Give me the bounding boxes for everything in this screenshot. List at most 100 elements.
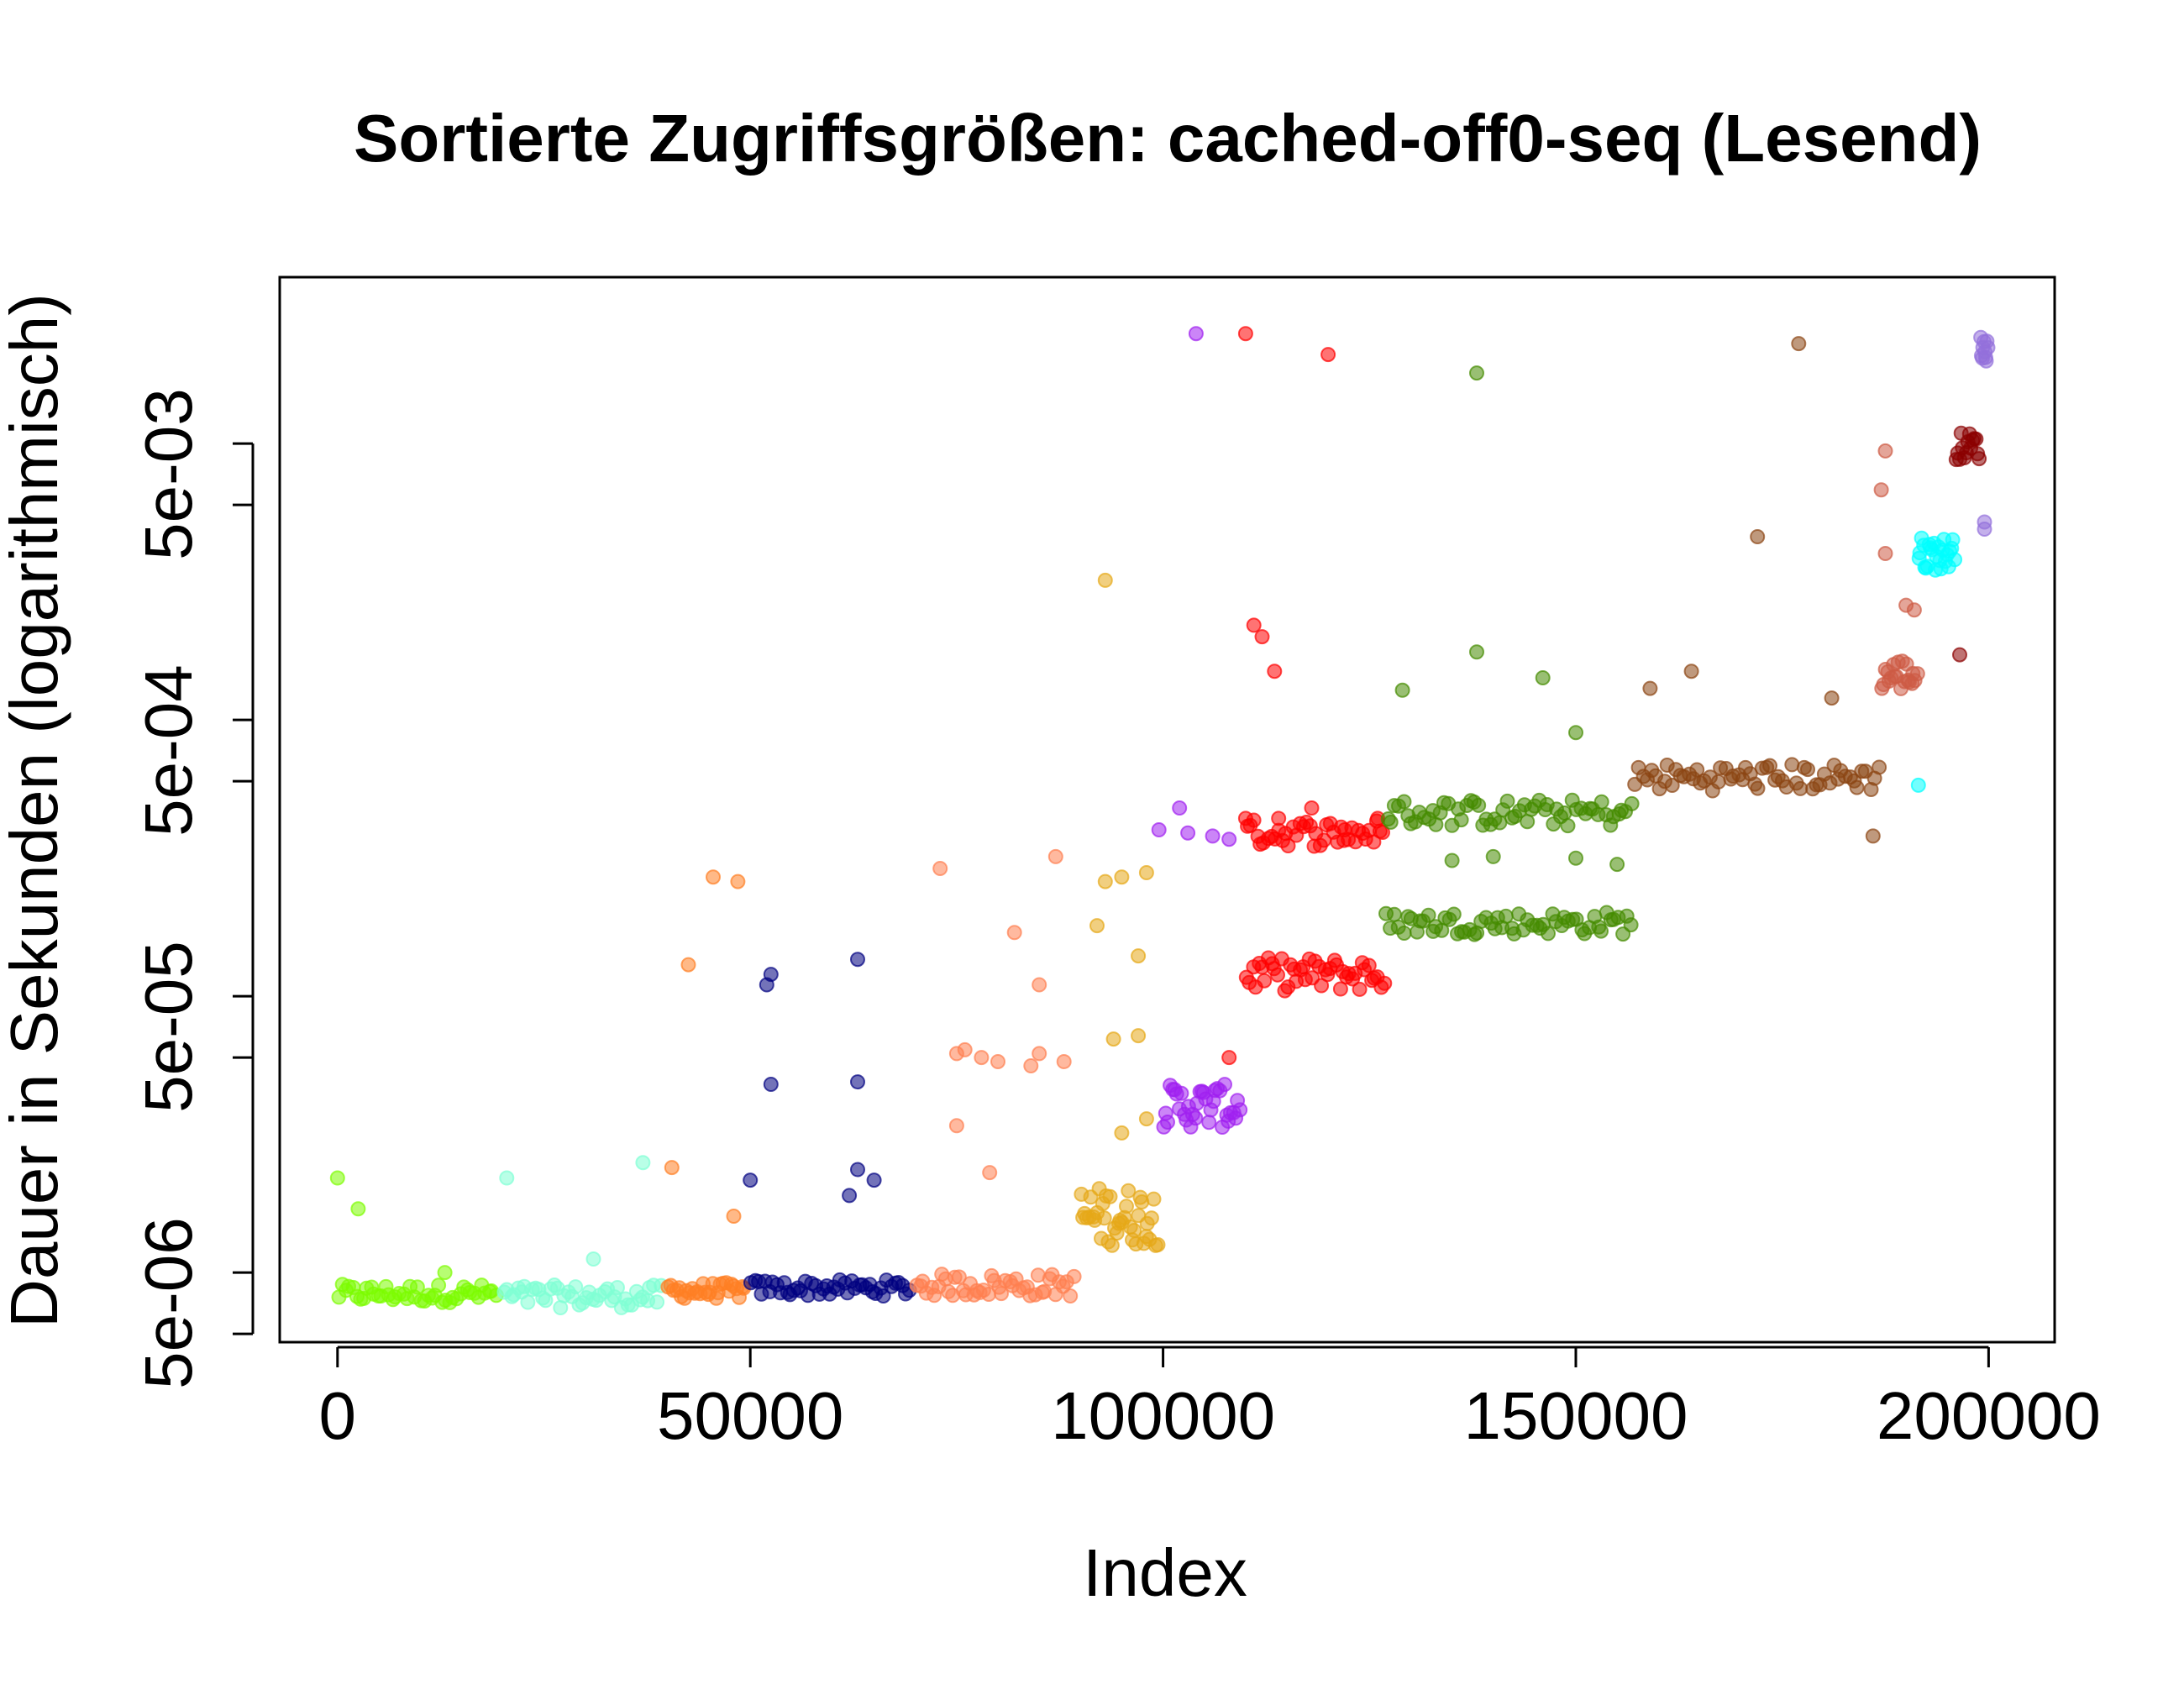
data-point [1499,793,1515,809]
y-axis-label: Dauer in Sekunden (logarithmisch) [0,293,71,1328]
data-point [1793,780,1809,796]
series-16 [1973,329,1996,537]
data-point [1453,812,1469,828]
data-point [1173,1085,1189,1101]
series-10 [1378,365,1639,942]
data-point [1361,957,1377,973]
plot-frame [278,275,2056,1344]
outlier-point [1683,664,1699,679]
x-tick-label: 50000 [657,1378,843,1453]
outlier-point [1873,482,1889,498]
x-axis: 0 50000 100000 150000 200000 [319,1346,2101,1453]
data-point [1280,838,1296,853]
data-point [1593,923,1609,939]
series-3 [660,869,752,1306]
outlier-point [1320,347,1336,363]
outlier-point [1469,644,1484,660]
data-point [1096,1210,1112,1226]
outlier-point [1237,326,1253,342]
outlier-point [664,1160,680,1176]
outlier-point [437,1265,453,1281]
series-8 [1221,326,1393,1066]
data-point [1375,825,1390,840]
data-point [1446,906,1462,922]
data-point [1160,1115,1175,1130]
data-point [520,1294,536,1310]
data-point [1560,818,1576,834]
y-tick-label: 5e-05 [131,941,206,1113]
outlier-point [1023,1058,1039,1073]
outlier-point [1056,1054,1072,1069]
data-point [1624,795,1640,811]
x-tick-label: 200000 [1877,1378,2101,1453]
data-point [1710,774,1726,790]
outlier-point [1032,977,1047,993]
outlier-point [1032,1046,1047,1062]
series-15 [1948,425,1987,663]
data-points [329,326,1996,1315]
outlier-point [1906,602,1922,618]
outlier-point [1188,326,1204,342]
outlier-point [1114,869,1130,885]
data-point [1420,907,1436,923]
outlier-point [990,1054,1005,1069]
outlier-point [1180,825,1196,841]
outlier-point [1791,336,1807,352]
data-point [568,1279,584,1295]
outlier-point [1105,1031,1121,1047]
data-point [1257,973,1273,989]
series-4 [743,952,917,1304]
data-point [1146,1191,1162,1207]
series-6 [1074,572,1166,1253]
series-5 [909,848,1082,1304]
y-tick-label: 5e-03 [131,388,206,560]
data-point [1968,431,1984,447]
data-point [1762,758,1777,774]
series-14 [1910,530,1963,793]
outlier-point [329,1170,345,1186]
data-point [1126,1223,1142,1238]
y-axis: 5e-06 5e-05 5e-04 5e-03 [131,388,255,1389]
outlier-point [1114,1125,1130,1141]
outlier-point [1609,857,1625,873]
outlier-point [1750,529,1766,544]
data-point [409,1279,425,1295]
data-point [1063,1288,1079,1304]
data-point [1150,1237,1166,1252]
data-point [1971,451,1987,467]
outlier-point [350,1201,366,1217]
data-point [1872,759,1887,775]
outlier-point [1865,828,1881,844]
outlier-point [957,1041,973,1057]
outlier-point [1047,848,1063,864]
data-point [1104,1237,1120,1253]
data-point [1377,975,1393,991]
outlier-point [850,952,865,968]
data-point [1980,339,1996,355]
outlier-point [948,1118,964,1134]
data-point [1396,926,1412,941]
data-point [1232,1102,1248,1118]
series-7 [1151,326,1248,1135]
outlier-point [1006,925,1022,941]
outlier-point [1221,832,1237,847]
outlier-point [1469,365,1484,381]
outlier-point [850,1074,865,1090]
data-point [1383,814,1399,830]
y-tick-label: 5e-06 [131,1217,206,1389]
data-point [610,1280,625,1295]
data-point [1520,814,1536,830]
outlier-point [1221,1050,1237,1066]
data-point [1121,1183,1137,1199]
outlier-point [1138,865,1154,880]
data-point [951,1269,967,1285]
y-tick-label: 5e-04 [131,664,206,837]
outlier-point [974,1050,990,1066]
data-point [1492,815,1508,831]
outlier-point [850,1162,865,1178]
data-point [1217,1077,1232,1093]
data-point [1541,926,1556,942]
chart-title: Sortierte Zugriffsgrößen: cached-off0-se… [354,101,1982,176]
outlier-point [1394,682,1410,698]
outlier-point [706,869,721,885]
